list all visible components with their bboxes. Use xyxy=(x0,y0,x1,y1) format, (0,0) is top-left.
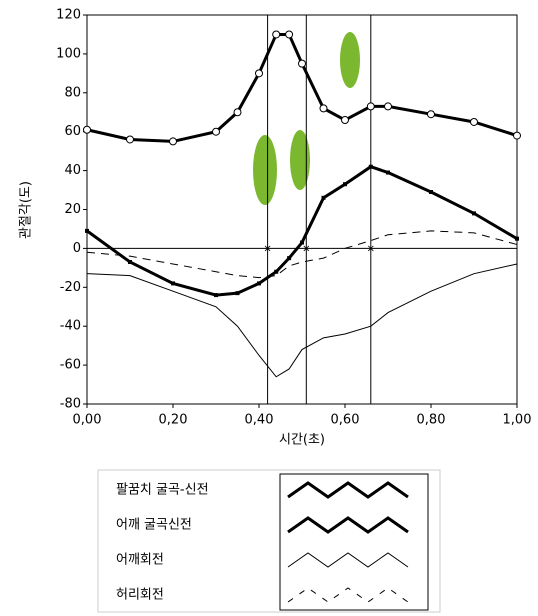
point xyxy=(255,69,263,78)
y-tick-label: 40 xyxy=(64,163,81,178)
point xyxy=(287,256,292,261)
x-axis-label: 시간(초) xyxy=(279,433,325,448)
y-tick-label: -40 xyxy=(60,319,81,334)
point xyxy=(171,281,175,286)
point xyxy=(470,117,478,126)
legend-samples xyxy=(279,473,429,611)
point xyxy=(298,59,306,68)
point xyxy=(214,293,218,298)
series-line xyxy=(86,165,518,297)
plot-area xyxy=(86,14,518,405)
y-tick-label: -60 xyxy=(60,358,81,373)
point xyxy=(272,30,281,39)
legend-label: 어깨회전 xyxy=(116,553,164,568)
point xyxy=(233,108,242,117)
y-tick-label: 20 xyxy=(64,202,81,217)
x-tick-label: 0,80 xyxy=(417,413,446,428)
point xyxy=(472,211,476,216)
marker-cross: × xyxy=(302,243,310,254)
point xyxy=(257,281,261,286)
series-line xyxy=(86,263,518,378)
legend-label: 팔꿈치 굴곡-신전 xyxy=(116,483,209,498)
y-tick-label: 60 xyxy=(64,124,81,139)
point xyxy=(341,116,349,125)
x-tick-label: 1,00 xyxy=(503,413,532,428)
y-tick-label: 80 xyxy=(64,85,81,100)
point xyxy=(85,228,89,233)
y-tick-label: -80 xyxy=(60,397,81,412)
x-tick-label: 0,00 xyxy=(73,413,102,428)
legend-sample xyxy=(287,552,409,568)
point xyxy=(384,102,392,111)
figure-decoration xyxy=(253,32,360,205)
point xyxy=(429,189,433,194)
point xyxy=(128,260,132,265)
point xyxy=(235,291,240,296)
point xyxy=(343,182,347,187)
point xyxy=(386,170,390,175)
point xyxy=(513,131,521,140)
y-tick-label: 120 xyxy=(56,8,81,23)
x-tick-label: 0,60 xyxy=(331,413,360,428)
point xyxy=(300,240,304,245)
point xyxy=(515,236,519,241)
legend-label: 어깨 굴곡신전 xyxy=(116,518,192,533)
legend-label: 허리회전 xyxy=(116,588,164,603)
x-tick-label: 0,20 xyxy=(159,413,188,428)
point xyxy=(169,137,177,146)
marker-cross: × xyxy=(367,243,375,254)
point xyxy=(274,269,279,274)
y-tick-label: -20 xyxy=(60,280,81,295)
y-axis-label: 관절각(도) xyxy=(19,181,34,239)
legend-sample xyxy=(287,587,409,603)
y-tick-label: 0 xyxy=(73,241,81,256)
series-line xyxy=(86,230,518,279)
point xyxy=(368,164,373,169)
x-tick-label: 0,40 xyxy=(245,413,274,428)
point xyxy=(285,30,294,39)
point xyxy=(126,135,134,144)
y-tick-label: 100 xyxy=(56,46,81,61)
point xyxy=(212,127,220,136)
legend-sample xyxy=(287,516,409,534)
point xyxy=(427,110,435,119)
point xyxy=(83,125,91,134)
series-line xyxy=(86,32,518,143)
legend-sample xyxy=(287,481,409,499)
point xyxy=(319,104,328,113)
marker-cross: × xyxy=(263,243,271,254)
point xyxy=(321,195,326,200)
point xyxy=(366,102,375,111)
